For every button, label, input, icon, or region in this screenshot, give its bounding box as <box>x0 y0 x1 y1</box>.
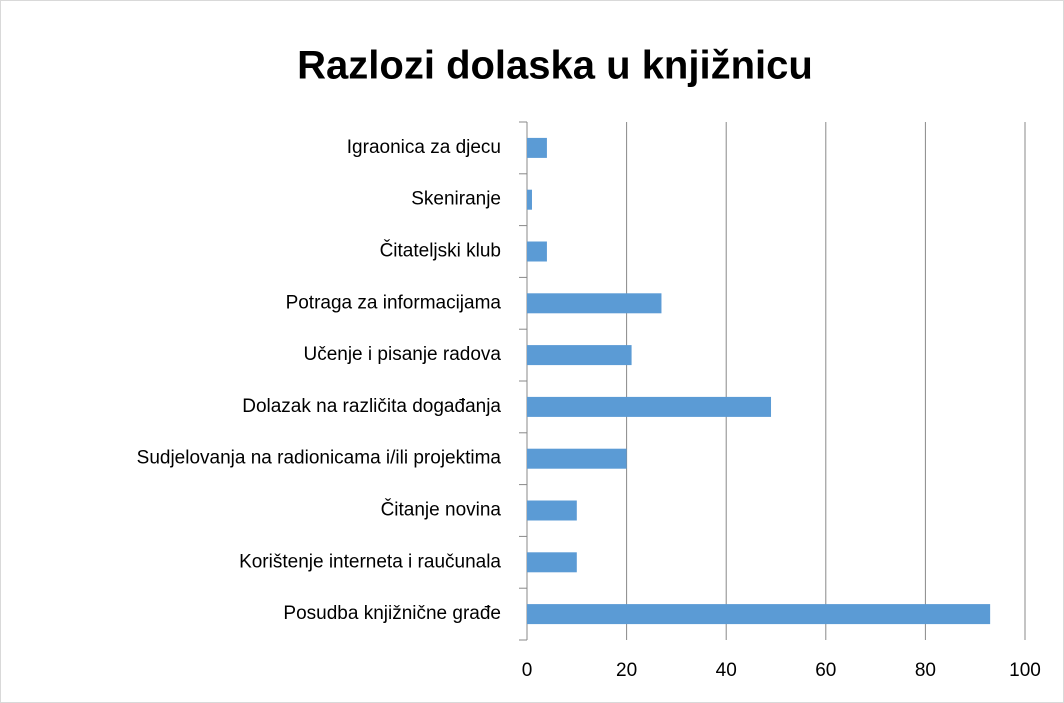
bar <box>527 604 991 625</box>
x-tick-label: 60 <box>815 660 836 681</box>
x-tick-label: 40 <box>716 660 737 681</box>
chart-title: Razlozi dolaska u knjižnicu <box>297 44 813 88</box>
y-tick-label: Igraonica za djecu <box>347 137 501 158</box>
y-tick-label: Sudjelovanja na radionicama i/ili projek… <box>137 448 502 469</box>
bar <box>527 448 627 469</box>
y-tick-label: Posudba knjižnične građe <box>283 603 501 624</box>
y-tick-label: Učenje i pisanje radova <box>303 344 501 365</box>
y-tick-label: Čitateljski klub <box>380 240 501 262</box>
bar <box>527 345 632 366</box>
bar <box>527 241 547 262</box>
x-tick-label: 100 <box>1009 660 1041 681</box>
x-tick-label: 80 <box>915 660 936 681</box>
x-tick-label: 20 <box>616 660 637 681</box>
bar <box>527 396 772 417</box>
bar <box>527 137 547 158</box>
y-tick-label: Dolazak na različita događanja <box>242 396 501 417</box>
x-tick-label: 0 <box>522 660 533 681</box>
y-tick-label: Skeniranje <box>411 189 501 210</box>
bar <box>527 552 577 573</box>
y-tick-label: Čitanje novina <box>381 499 502 521</box>
y-tick-label: Korištenje interneta i raučunala <box>239 551 501 572</box>
bar <box>527 189 532 210</box>
bar <box>527 500 577 521</box>
y-tick-label: Potraga za informacijama <box>286 292 502 313</box>
bar <box>527 293 662 314</box>
